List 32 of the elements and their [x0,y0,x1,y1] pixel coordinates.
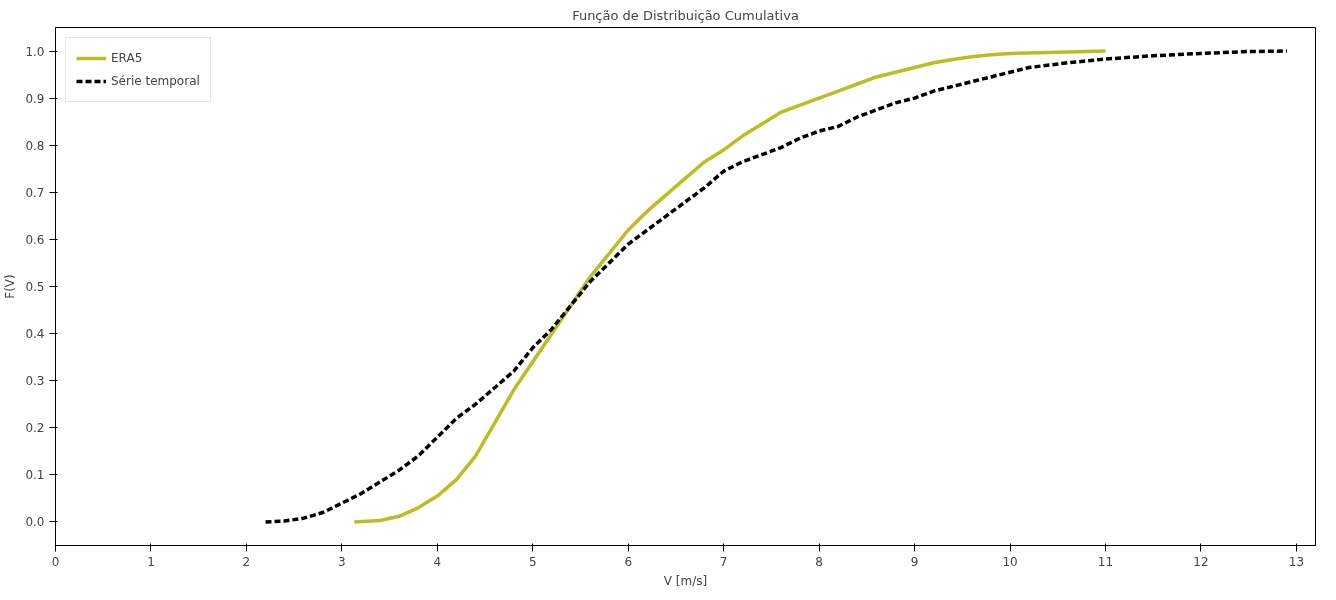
x-tick-label: 3 [338,554,346,569]
y-tick-label: 1.0 [25,44,45,59]
y-axis-title: F(V) [3,274,18,299]
x-tick-label: 5 [528,554,537,569]
y-tick-label: 0.0 [25,515,45,530]
x-tick-label: 11 [1097,554,1114,569]
x-tick-label: 9 [910,554,919,569]
x-tick-label: 4 [433,554,442,569]
x-tick-label: 0 [51,554,60,569]
y-tick-label: 0.9 [25,91,45,106]
x-tick-label: 13 [1288,554,1305,569]
line-series [352,49,1108,524]
x-tick-label: 2 [242,554,251,569]
x-axis-title: V [m/s] [663,573,708,588]
y-tick-label: 0.1 [25,468,45,483]
line-series [263,49,1289,524]
y-tick-label: 0.6 [25,232,45,247]
legend-label: Série temporal [111,74,200,88]
y-tick-label: 0.5 [25,280,45,294]
legend-label: ERA5 [111,51,143,65]
chart-title: Função de Distribuição Cumulativa [572,7,799,23]
x-tick-label: 10 [1002,554,1018,569]
y-tick-label: 0.7 [25,185,45,200]
x-tick-label: 8 [815,554,823,569]
x-tick-label: 1 [147,554,155,569]
y-tick-label: 0.3 [25,374,45,389]
x-tick-label: 7 [719,554,728,569]
y-tick-label: 0.4 [25,327,45,342]
y-tick-label: 0.8 [25,138,45,153]
x-tick-label: 12 [1193,554,1209,569]
y-tick-label: 0.2 [25,421,45,436]
x-tick-label: 6 [624,554,633,569]
